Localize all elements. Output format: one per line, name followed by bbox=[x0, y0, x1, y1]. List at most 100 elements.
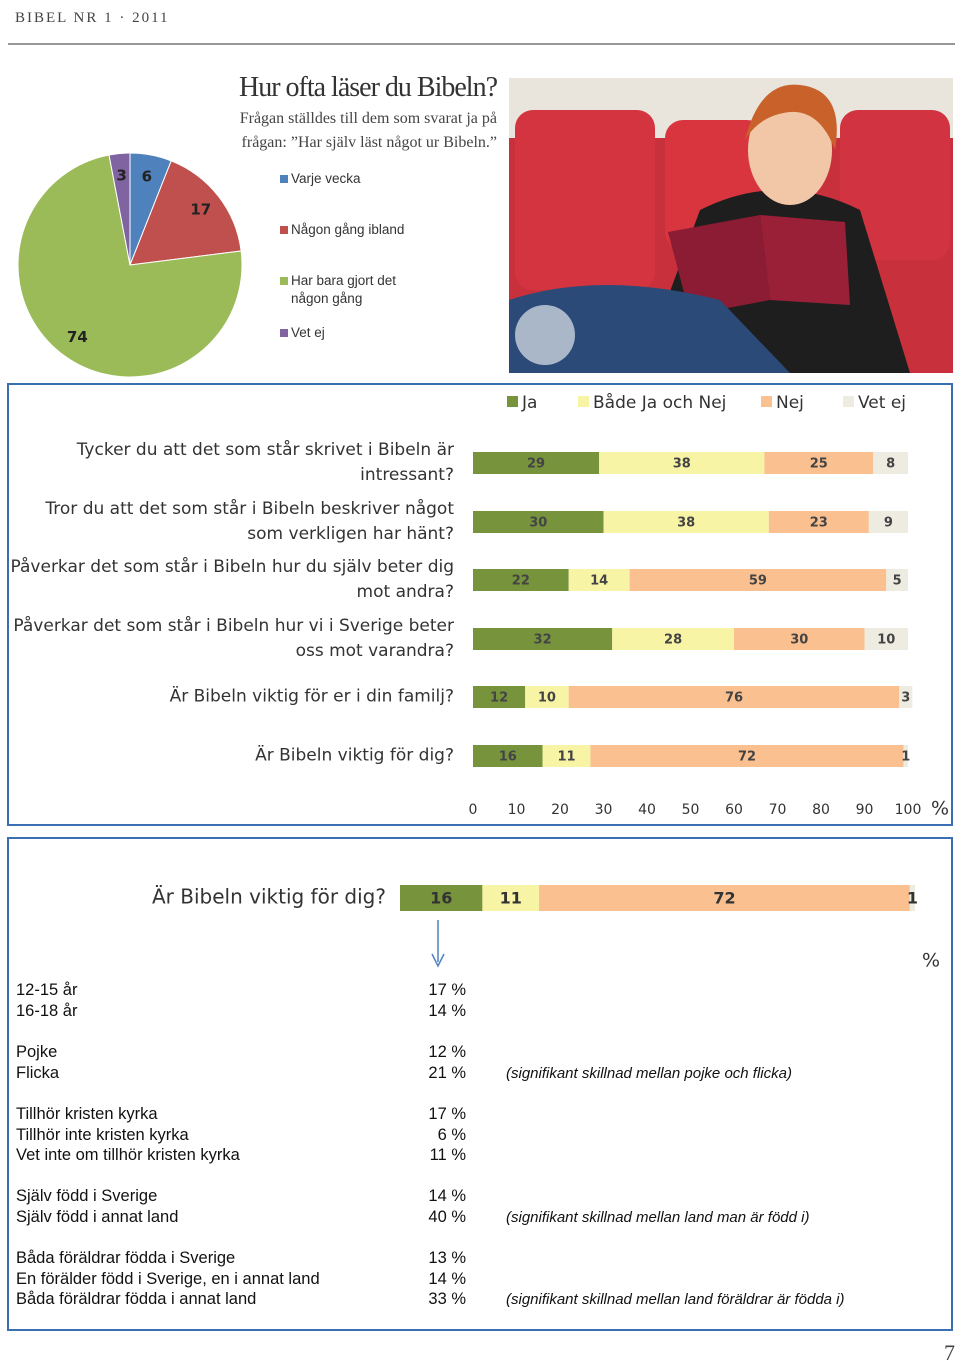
legend-label: Varje vecka bbox=[291, 171, 361, 186]
question: Påverkar det som står i Bibeln hur vi i … bbox=[13, 616, 454, 661]
question: Är Bibeln viktig för er i din familj? bbox=[169, 686, 454, 707]
bar-segment bbox=[864, 628, 908, 650]
row-value: 14 % bbox=[428, 1001, 466, 1020]
pie-slice bbox=[108, 152, 131, 266]
bar-segment bbox=[873, 452, 908, 474]
row-value: 21 % bbox=[428, 1063, 466, 1082]
bar-segment bbox=[473, 569, 569, 591]
bar-segment bbox=[568, 686, 900, 708]
bar-segment bbox=[473, 745, 543, 767]
bar-value-label: 10 bbox=[538, 691, 556, 706]
x-tick-label: 0 bbox=[469, 802, 478, 818]
bar-value-label: 25 bbox=[810, 457, 828, 472]
x-tick-label: 60 bbox=[725, 802, 743, 818]
legend-swatch bbox=[280, 329, 288, 337]
bar-value-label: 38 bbox=[677, 516, 695, 531]
bar-segment bbox=[768, 511, 869, 533]
legend-label: Ja bbox=[521, 393, 537, 413]
bar-value-label: 11 bbox=[557, 750, 575, 765]
bar-segment bbox=[473, 452, 600, 474]
bar-value-label: 72 bbox=[713, 889, 735, 908]
row-value: 17 % bbox=[428, 1105, 466, 1123]
row-value: 11 % bbox=[429, 1146, 466, 1165]
row-value: 17 % bbox=[428, 981, 466, 999]
bar-segment bbox=[400, 885, 483, 911]
photo bbox=[509, 78, 953, 373]
bar-segment bbox=[868, 511, 908, 533]
x-tick-label: 10 bbox=[508, 802, 526, 818]
row-label: 12-15 år bbox=[16, 981, 78, 999]
legend-label: Nej bbox=[776, 393, 804, 413]
bar-segment bbox=[542, 745, 591, 767]
pie-slice bbox=[17, 154, 243, 378]
bar-segment bbox=[590, 745, 904, 767]
row-label: Tillhör kristen kyrka bbox=[16, 1105, 158, 1123]
bar-value-label: 8 bbox=[886, 457, 895, 472]
bar-segment bbox=[886, 569, 908, 591]
legend-label: Någon gång ibland bbox=[291, 222, 405, 237]
bar-segment bbox=[473, 686, 526, 708]
row-value: 13 % bbox=[428, 1249, 466, 1267]
header: BIBEL NR 1 · 2011 bbox=[15, 10, 170, 26]
pie-label: 74 bbox=[67, 328, 88, 346]
bar-value-label: 38 bbox=[673, 457, 691, 472]
bar-segment bbox=[473, 511, 604, 533]
x-tick-label: 90 bbox=[856, 802, 874, 818]
bar-segment bbox=[599, 452, 765, 474]
bar-value-label: 76 bbox=[725, 691, 743, 706]
page-number: 7 bbox=[944, 1340, 955, 1363]
bar-segment bbox=[764, 452, 874, 474]
bar-value-label: 22 bbox=[512, 574, 530, 589]
row-note: (signifikant skillnad mellan land föräld… bbox=[506, 1291, 845, 1309]
bar-value-label: 29 bbox=[527, 457, 545, 472]
legend-swatch bbox=[280, 175, 288, 183]
row-value: 33 % bbox=[428, 1290, 466, 1309]
legend-swatch bbox=[507, 396, 518, 407]
row-value: 12 % bbox=[428, 1043, 466, 1061]
bar-segment bbox=[899, 686, 913, 708]
legend-swatch bbox=[843, 396, 854, 407]
bar-value-label: 30 bbox=[529, 516, 547, 531]
legend-swatch bbox=[761, 396, 772, 407]
legend-label: Har bara gjort det någon gång bbox=[291, 273, 397, 306]
bar-value-label: 1 bbox=[907, 889, 918, 908]
legend-label: Både Ja och Nej bbox=[593, 392, 726, 413]
x-tick-label: 100 bbox=[895, 802, 922, 818]
x-axis-label: % bbox=[922, 950, 940, 972]
panel-border bbox=[7, 383, 953, 826]
bar-segment bbox=[734, 628, 865, 650]
x-tick-label: 70 bbox=[769, 802, 787, 818]
bar-value-label: 28 bbox=[664, 633, 682, 648]
legend-swatch bbox=[280, 226, 288, 234]
row-label: Själv född i Sverige bbox=[16, 1187, 158, 1205]
legend-label: Vet ej bbox=[858, 393, 906, 413]
bar-segment bbox=[629, 569, 887, 591]
bar-value-label: 12 bbox=[490, 691, 508, 706]
pie-label: 17 bbox=[190, 201, 211, 219]
bar-segment bbox=[903, 745, 908, 767]
legend-label: Vet ej bbox=[291, 325, 325, 340]
bar-segment bbox=[473, 628, 613, 650]
x-tick-label: 30 bbox=[595, 802, 613, 818]
bar-value-label: 72 bbox=[738, 750, 756, 765]
bar-value-label: 9 bbox=[884, 516, 893, 531]
bar-value-label: 5 bbox=[893, 574, 902, 589]
row-label: Vet inte om tillhör kristen kyrka bbox=[16, 1146, 240, 1165]
bar-value-label: 11 bbox=[500, 889, 522, 908]
x-tick-label: 40 bbox=[638, 802, 656, 818]
bar-value-label: 16 bbox=[430, 889, 452, 908]
arrow-head bbox=[431, 953, 445, 968]
pie-label: 3 bbox=[116, 166, 126, 184]
x-tick-label: 50 bbox=[682, 802, 700, 818]
row-note: (signifikant skillnad mellan land man är… bbox=[506, 1208, 810, 1226]
bar-value-label: 32 bbox=[534, 633, 552, 648]
row-label: En förälder född i Sverige, en i annat l… bbox=[16, 1269, 320, 1288]
row-value: 6 % bbox=[437, 1125, 466, 1144]
subtitle: Frågan ställdes till dem som svarat ja p… bbox=[239, 110, 497, 151]
row-label: Pojke bbox=[16, 1043, 58, 1061]
bar-segment bbox=[525, 686, 569, 708]
panel-border bbox=[7, 837, 953, 1331]
row-note: (signifikant skillnad mellan pojke och f… bbox=[506, 1064, 792, 1082]
row-value: 14 % bbox=[428, 1187, 466, 1205]
row-label: 16-18 år bbox=[16, 1001, 78, 1020]
